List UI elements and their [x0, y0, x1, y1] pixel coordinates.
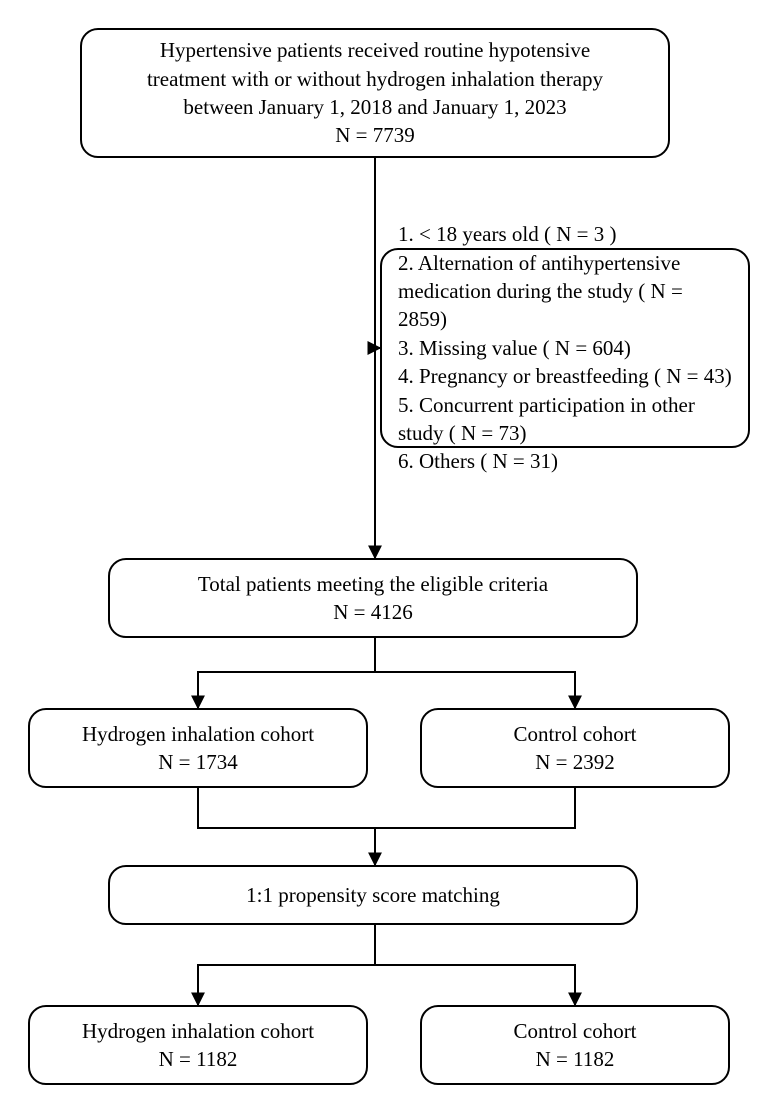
flow-node-line: 1:1 propensity score matching	[246, 881, 500, 909]
flow-node-control-cohort-post: Control cohortN = 1182	[420, 1005, 730, 1085]
flow-node-line: N = 1182	[536, 1045, 615, 1073]
flow-node-line: 2. Alternation of antihypertensive	[398, 249, 680, 277]
flow-node-line: medication during the study ( N = 2859)	[398, 277, 732, 334]
flow-node-start: Hypertensive patients received routine h…	[80, 28, 670, 158]
flow-edge	[375, 965, 575, 1005]
flow-node-line: study ( N = 73)	[398, 419, 527, 447]
flow-node-line: N = 1734	[158, 748, 238, 776]
flow-node-line: 4. Pregnancy or breastfeeding ( N = 43)	[398, 362, 732, 390]
flow-node-line: Hydrogen inhalation cohort	[82, 720, 314, 748]
flow-node-line: 6. Others ( N = 31)	[398, 447, 558, 475]
flow-node-line: Hypertensive patients received routine h…	[160, 36, 590, 64]
flow-node-eligible: Total patients meeting the eligible crit…	[108, 558, 638, 638]
flow-node-line: Hydrogen inhalation cohort	[82, 1017, 314, 1045]
flow-node-line: N = 2392	[535, 748, 615, 776]
flow-node-line: N = 4126	[333, 598, 413, 626]
flow-node-psm: 1:1 propensity score matching	[108, 865, 638, 925]
flow-edge	[198, 965, 375, 1005]
flow-node-control-cohort-pre: Control cohortN = 2392	[420, 708, 730, 788]
flow-node-line: 3. Missing value ( N = 604)	[398, 334, 631, 362]
flow-edge	[375, 788, 575, 828]
flow-node-exclusions: 1. < 18 years old ( N = 3 )2. Alternatio…	[380, 248, 750, 448]
flow-node-line: N = 7739	[335, 121, 415, 149]
flow-edge	[375, 672, 575, 708]
flow-node-line: Control cohort	[513, 1017, 636, 1045]
flow-node-line: N = 1182	[159, 1045, 238, 1073]
flow-node-line: Total patients meeting the eligible crit…	[198, 570, 548, 598]
flow-node-line: 1. < 18 years old ( N = 3 )	[398, 220, 616, 248]
flow-edge	[198, 672, 375, 708]
flow-node-line: between January 1, 2018 and January 1, 2…	[183, 93, 566, 121]
flow-node-hydrogen-cohort-post: Hydrogen inhalation cohortN = 1182	[28, 1005, 368, 1085]
flow-node-line: treatment with or without hydrogen inhal…	[147, 65, 603, 93]
flow-node-line: Control cohort	[513, 720, 636, 748]
flow-edge	[198, 788, 375, 828]
flow-node-line: 5. Concurrent participation in other	[398, 391, 695, 419]
flow-node-hydrogen-cohort-pre: Hydrogen inhalation cohortN = 1734	[28, 708, 368, 788]
